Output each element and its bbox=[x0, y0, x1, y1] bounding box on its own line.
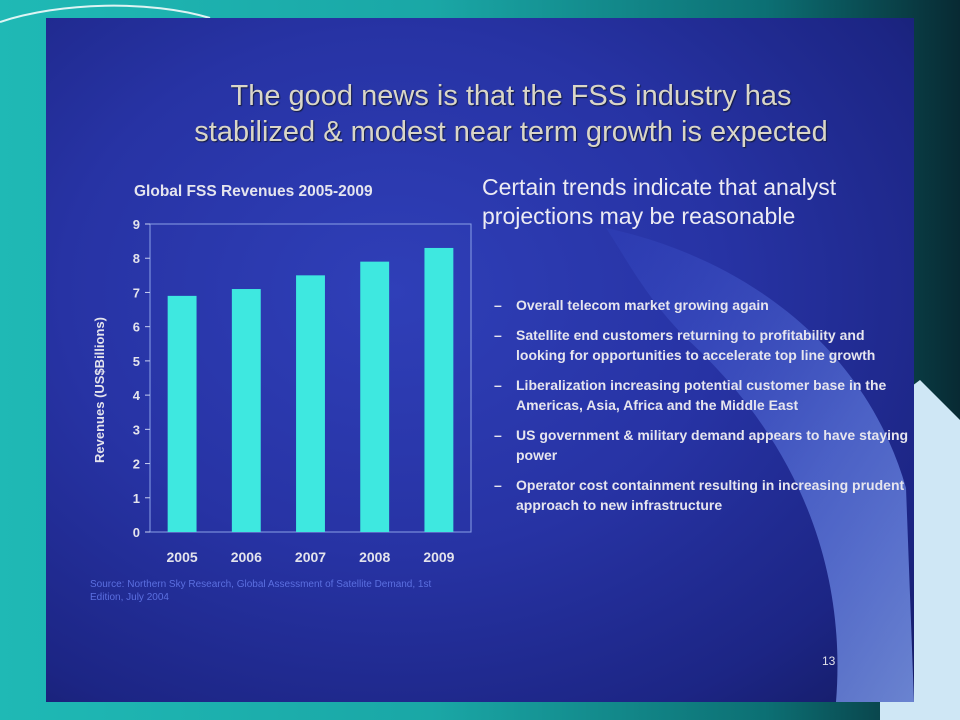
bullet-dash: – bbox=[494, 377, 502, 393]
bullet-item: – Liberalization increasing potential cus… bbox=[494, 375, 914, 415]
x-tick-label: 2009 bbox=[423, 549, 454, 565]
bullet-dash: – bbox=[494, 297, 502, 313]
bullet-text: Operator cost containment resulting in i… bbox=[516, 477, 905, 513]
y-tick-label: 5 bbox=[133, 354, 140, 369]
bullet-text: Satellite end customers returning to pro… bbox=[516, 327, 876, 363]
x-tick-label: 2008 bbox=[359, 549, 390, 565]
bar-2006 bbox=[231, 289, 261, 532]
revenue-bar-chart: Revenues (US$Billions) 0 1 2 3 4 5 6 7 8 9 2005 200… bbox=[92, 217, 472, 565]
bullet-dash: – bbox=[494, 477, 502, 493]
slide-title-line-1: The good news is that the FSS industry h… bbox=[230, 80, 792, 112]
bullet-dash: – bbox=[494, 427, 502, 443]
bullet-item: – Operator cost containment resulting in … bbox=[494, 475, 914, 515]
page-number: 13 bbox=[822, 654, 836, 668]
y-tick-label: 0 bbox=[133, 525, 140, 540]
y-tick-label: 7 bbox=[133, 285, 140, 300]
y-tick-label: 8 bbox=[133, 251, 140, 266]
x-tick-label: 2006 bbox=[231, 549, 262, 565]
bullet-dash: – bbox=[494, 327, 502, 343]
y-tick-label: 9 bbox=[133, 217, 140, 232]
source-note: Source: Northern Sky Research, Global As… bbox=[90, 579, 432, 603]
slide: The good news is that the FSS industry h… bbox=[46, 18, 914, 702]
y-tick-label: 1 bbox=[133, 491, 140, 506]
x-tick-label: 2007 bbox=[295, 549, 326, 565]
y-tick-label: 3 bbox=[133, 422, 140, 437]
bullets-intro: Certain trends indicate that analyst pro… bbox=[482, 174, 837, 229]
chart-marks: 0 1 2 3 4 5 6 7 8 9 2005 2006 2007 2008 2009 bbox=[133, 217, 472, 565]
bullet-text: Liberalization increasing potential cust… bbox=[516, 377, 887, 413]
x-tick-label: 2005 bbox=[167, 549, 198, 565]
y-tick-label: 4 bbox=[133, 388, 141, 403]
bullet-item: – Overall telecom market growing again bbox=[494, 295, 914, 315]
bullet-item: – US government & military demand appears… bbox=[494, 425, 914, 465]
y-tick-label: 2 bbox=[133, 457, 140, 472]
bullet-item: – Satellite end customers returning to pr… bbox=[494, 325, 914, 365]
bar-2009 bbox=[424, 247, 454, 532]
bullet-text: US government & military demand appears … bbox=[516, 427, 909, 463]
y-axis-label: Revenues (US$Billions) bbox=[92, 317, 107, 463]
y-tick-label: 6 bbox=[133, 320, 140, 335]
slide-title: The good news is that the FSS industry h… bbox=[116, 78, 906, 150]
bullet-text: Overall telecom market growing again bbox=[516, 297, 769, 313]
bar-2007 bbox=[296, 275, 325, 532]
bullet-list: – Overall telecom market growing again – Sa… bbox=[494, 295, 914, 525]
slide-title-line-2: stabilized & modest near term growth is … bbox=[194, 116, 828, 148]
chart-title: Global FSS Revenues 2005-2009 bbox=[134, 183, 373, 200]
bar-2005 bbox=[167, 295, 197, 532]
bar-2008 bbox=[360, 261, 390, 532]
